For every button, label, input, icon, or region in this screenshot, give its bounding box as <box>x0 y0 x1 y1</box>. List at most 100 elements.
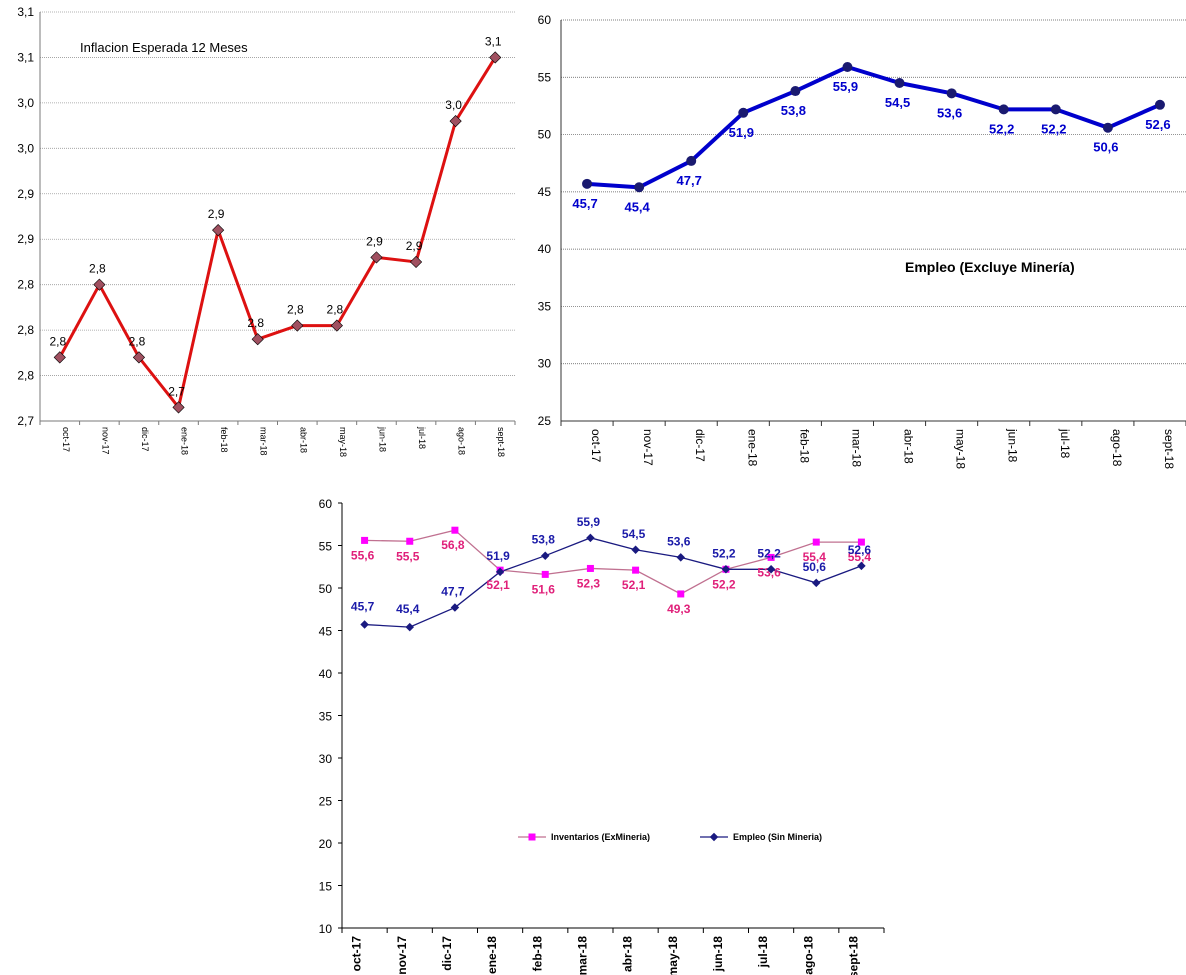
chart2-point <box>946 88 957 99</box>
chart3-inventarios-point <box>812 538 820 546</box>
chart3-x-tick: ago-18 <box>801 936 815 975</box>
chart2-point <box>998 104 1009 115</box>
chart3-empleo-point <box>812 578 821 588</box>
chart3-x-tick: mar-18 <box>575 936 589 975</box>
chart2-x-tick: nov-17 <box>641 429 655 466</box>
chart2-x-tick: oct-17 <box>589 429 603 463</box>
chart1-data-label: 2,8 <box>89 262 106 276</box>
chart2-point <box>894 78 905 89</box>
chart2-x-tick: ago-18 <box>1110 429 1124 467</box>
chart3-y-tick: 45 <box>319 625 333 639</box>
chart2-data-label: 45,4 <box>624 199 650 214</box>
chart3-y-tick: 50 <box>319 582 333 596</box>
chart3-y-tick: 25 <box>319 795 333 809</box>
chart3-empleo-point <box>541 551 550 560</box>
chart1-y-tick: 2,8 <box>17 278 34 292</box>
chart2-y-tick: 50 <box>538 128 552 142</box>
chart1-y-tick: 2,9 <box>17 187 34 201</box>
chart2-point <box>1154 99 1165 110</box>
chart3-empleo-point <box>676 553 685 562</box>
chart3-x-tick: sept-18 <box>846 936 860 975</box>
chart2-data-label: 54,5 <box>885 95 910 110</box>
chart3-inventarios-label: 55,4 <box>803 550 827 564</box>
chart1-x-tick: mar-18 <box>259 427 269 456</box>
chart3-x-tick: may-18 <box>666 936 680 975</box>
chart3-x-tick: ene-18 <box>485 936 499 974</box>
chart3-empleo-label: 55,9 <box>577 515 601 529</box>
chart3-inventarios-point <box>541 570 549 578</box>
chart3-inventarios-label: 55,4 <box>848 550 872 564</box>
chart3-empleo-point <box>495 567 505 577</box>
chart3-inventarios-point <box>451 526 459 534</box>
chart3-empleo-label: 52,2 <box>712 546 736 560</box>
chart3-legend-empleo-marker <box>709 832 719 842</box>
chart3-x-tick: feb-18 <box>530 936 544 972</box>
chart1-point <box>409 255 423 269</box>
chart2-x-tick: mar-18 <box>849 429 863 467</box>
chart2-data-label: 45,7 <box>572 196 597 211</box>
chart3-empleo-label: 51,9 <box>486 549 510 563</box>
chart3-inventarios-point <box>767 553 775 561</box>
chart3-inventarios-point <box>406 537 414 545</box>
chart1-y-tick: 2,8 <box>17 323 34 337</box>
chart2-y-tick: 30 <box>538 357 552 371</box>
chart3-empleo-point <box>631 545 640 554</box>
chart2-x-tick: abr-18 <box>902 429 916 464</box>
chart3-inventarios-label: 52,1 <box>622 578 646 592</box>
chart3-inventarios-point <box>361 536 369 544</box>
chart1-data-label: 2,8 <box>327 303 344 317</box>
chart3-legend-inventarios-marker <box>528 833 536 841</box>
chart3-empleo-label: 54,5 <box>622 527 646 541</box>
chart1-data-label: 2,8 <box>287 303 304 317</box>
chart3-y-tick: 40 <box>319 667 333 681</box>
chart3-inventarios-label: 52,3 <box>577 576 601 590</box>
chart3-legend-empleo: Empleo (Sin Mineria) <box>733 832 822 842</box>
chart1-y-tick: 3,1 <box>17 5 34 19</box>
chart3-y-tick: 35 <box>319 710 333 724</box>
chart1-data-label: 2,8 <box>129 334 146 348</box>
chart2-point <box>790 86 801 97</box>
chart3-y-tick: 55 <box>319 540 333 554</box>
chart3-y-tick: 30 <box>319 752 333 766</box>
chart1-data-label: 2,9 <box>208 207 225 221</box>
chart3-empleo-point <box>721 565 731 574</box>
chart2-data-label: 52,6 <box>1145 117 1170 132</box>
chart3-empleo-point <box>360 620 369 629</box>
chart3-x-tick: oct-17 <box>350 936 364 972</box>
chart1-point <box>370 251 383 264</box>
chart2-x-tick: jul-18 <box>1058 428 1072 459</box>
chart3-inventarios-label: 49,3 <box>667 602 691 616</box>
chart3-inventarios-point <box>857 538 865 546</box>
chart3-inventarios-label: 52,2 <box>712 577 736 591</box>
chart2-point <box>842 61 853 72</box>
chart2-x-tick: ene-18 <box>745 429 759 467</box>
chart3-x-tick: abr-18 <box>621 936 635 972</box>
chart3-inventarios-label: 55,6 <box>351 548 375 562</box>
chart1-point <box>330 319 343 332</box>
chart3-inventarios-point <box>586 564 594 572</box>
chart2-series-line <box>586 64 1161 190</box>
chart3-x-tick: jul-18 <box>756 936 770 969</box>
chart3-x-tick: jun-18 <box>711 936 725 973</box>
chart1-data-label: 2,8 <box>247 316 264 330</box>
chart1-x-tick: jul-18 <box>417 426 427 449</box>
chart1-data-label: 2,7 <box>168 384 185 398</box>
chart3-empleo-label: 53,6 <box>667 534 691 548</box>
chart3-empleo-point <box>405 622 414 632</box>
chart3-empleo-label: 52,6 <box>848 543 872 557</box>
chart3-x-tick: dic-17 <box>440 936 454 971</box>
chart1-point <box>53 351 66 364</box>
chart1-x-tick: sept-18 <box>496 427 506 457</box>
chart3-empleo-point <box>450 603 460 612</box>
chart3-empleo-label: 53,8 <box>532 533 556 547</box>
chart1-y-tick: 3,1 <box>17 50 34 64</box>
chart2-y-tick: 45 <box>538 185 552 199</box>
chart2-point <box>582 178 593 189</box>
chart1-point <box>212 224 225 237</box>
chart1-series-line <box>58 56 497 409</box>
chart2-y-tick: 40 <box>538 242 552 256</box>
chart1-point <box>172 401 185 414</box>
chart2-point <box>634 182 645 193</box>
chart2-data-label: 52,2 <box>1041 121 1066 136</box>
chart3-y-tick: 10 <box>319 922 333 936</box>
